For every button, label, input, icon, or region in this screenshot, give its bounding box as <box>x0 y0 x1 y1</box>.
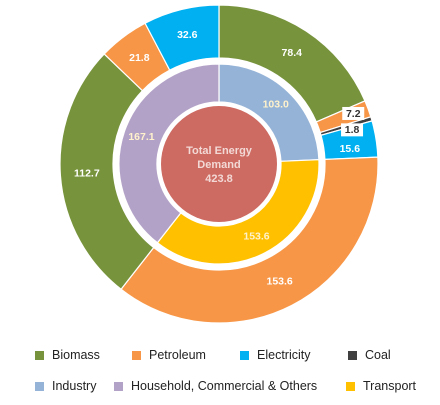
inner-ring-label-transport-1: 153.6 <box>243 231 269 243</box>
inner-ring-slice-household-commercial-others-2 <box>118 63 220 244</box>
legend-swatch-biomass <box>35 350 44 360</box>
legend-label-industry: Industry <box>52 379 97 393</box>
legend-swatch-industry <box>35 381 44 391</box>
legend-item-electricity: Electricity <box>240 348 310 362</box>
legend-item-household: Household, Commercial & Others <box>114 379 317 393</box>
legend-label-biomass: Biomass <box>52 348 100 362</box>
outer-ring-label-electricity-3: 15.6 <box>340 143 361 155</box>
legend-item-transport: Transport <box>346 379 416 393</box>
outer-label-background <box>341 123 364 137</box>
legend-item-petroleum: Petroleum <box>132 348 206 362</box>
outer-ring-slice-biomass-5 <box>59 53 155 291</box>
outer-ring-label-petroleum-4: 153.6 <box>266 276 292 288</box>
legend-swatch-petroleum <box>132 350 141 360</box>
legend-swatch-transport <box>346 381 355 391</box>
legend-label-household: Household, Commercial & Others <box>131 379 318 393</box>
center-label-line-2: 423.8 <box>205 173 233 185</box>
center-circle <box>161 106 277 222</box>
legend-item-biomass: Biomass <box>35 348 100 362</box>
outer-ring-slice-electricity-7 <box>144 4 220 71</box>
center-label-line-1: Demand <box>197 159 240 171</box>
legend-label-electricity: Electricity <box>257 348 311 362</box>
legend-item-coal: Coal <box>348 348 391 362</box>
inner-ring-label-industry-0: 103.0 <box>263 99 289 111</box>
legend-label-transport: Transport <box>363 379 417 393</box>
energy-demand-doughnut-chart: 78.4 7.2 1.8 15.6 153.6 112.7 21.8 32.6 103.0 153… <box>59 4 379 324</box>
outer-ring-label-biomass-0: 78.4 <box>282 47 303 59</box>
center-label-line-0: Total Energy <box>186 145 253 157</box>
outer-label-background <box>342 106 365 120</box>
outer-ring-label-petroleum-6: 21.8 <box>129 52 150 64</box>
legend-label-coal: Coal <box>365 348 391 362</box>
outer-ring-label-coal-2: 1.8 <box>345 124 360 136</box>
legend-item-industry: Industry <box>35 379 96 393</box>
outer-ring-label-electricity-7: 32.6 <box>177 29 198 41</box>
inner-ring-slice-transport-1 <box>156 159 320 265</box>
outer-ring-label-biomass-5: 112.7 <box>74 167 100 179</box>
legend-swatch-electricity <box>240 350 249 360</box>
inner-ring-label-household-commercial-others-2: 167.1 <box>128 131 154 143</box>
legend-swatch-household <box>114 381 123 391</box>
legend-swatch-coal <box>348 350 357 360</box>
outer-ring-label-petroleum-1: 7.2 <box>346 108 361 120</box>
legend-label-petroleum: Petroleum <box>149 348 206 362</box>
outer-ring-slice-petroleum-4 <box>120 156 379 324</box>
